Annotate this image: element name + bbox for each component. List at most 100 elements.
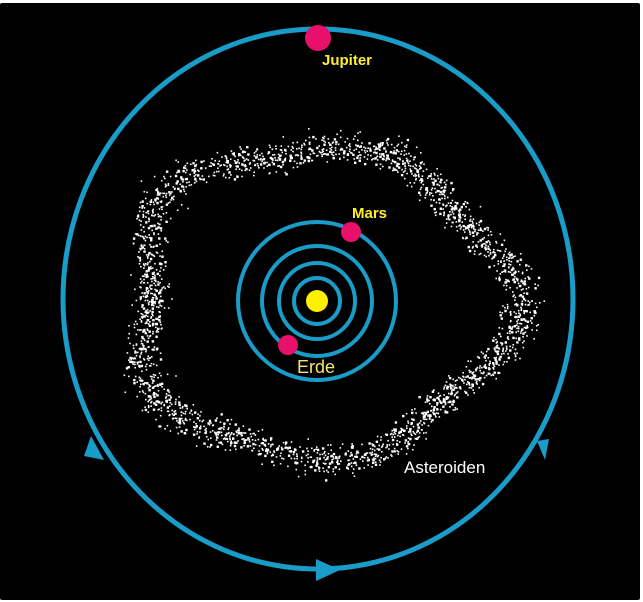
asteroid-dot xyxy=(132,363,134,365)
asteroid-dot xyxy=(512,279,514,281)
asteroid-dot xyxy=(363,146,365,148)
asteroid-dot xyxy=(243,165,246,167)
asteroid-dot xyxy=(317,154,319,157)
asteroid-dot xyxy=(405,144,408,146)
asteroid-dot xyxy=(150,401,152,404)
asteroid-dot xyxy=(187,207,189,210)
asteroid-dot xyxy=(151,229,153,232)
asteroid-dot xyxy=(152,210,154,213)
asteroid-dot xyxy=(501,271,503,273)
asteroid-dot xyxy=(471,376,474,379)
asteroid-dot xyxy=(485,244,487,247)
asteroid-dot xyxy=(165,397,167,399)
asteroid-dot xyxy=(152,201,155,203)
asteroid-dot xyxy=(147,406,150,409)
asteroid-dot xyxy=(300,151,302,154)
asteroid-dot xyxy=(451,389,453,392)
asteroid-dot xyxy=(164,183,167,186)
asteroid-dot xyxy=(159,274,161,277)
asteroid-dot xyxy=(493,371,496,374)
asteroid-dot xyxy=(139,248,142,251)
asteroid-dot xyxy=(209,446,211,448)
asteroid-dot xyxy=(418,435,421,438)
asteroid-dot xyxy=(156,329,158,332)
asteroid-dot xyxy=(351,152,353,155)
asteroid-dot xyxy=(174,403,177,405)
asteroid-dot xyxy=(158,306,160,309)
asteroid-dot xyxy=(391,159,394,161)
asteroid-dot xyxy=(437,177,440,180)
asteroid-dot xyxy=(253,159,256,162)
asteroid-dot xyxy=(388,448,390,450)
asteroid-dot xyxy=(468,224,470,227)
asteroid-dot xyxy=(444,384,447,387)
asteroid-dot xyxy=(292,150,294,153)
asteroid-dot xyxy=(361,142,363,144)
asteroid-dot xyxy=(281,151,283,154)
asteroid-dot xyxy=(412,418,415,421)
asteroid-dot xyxy=(477,378,480,381)
asteroid-dot xyxy=(477,232,479,234)
asteroid-dot xyxy=(473,392,475,394)
asteroid-dot xyxy=(434,179,437,182)
asteroid-dot xyxy=(211,424,214,427)
asteroid-dot xyxy=(409,160,411,162)
asteroid-dot xyxy=(165,192,168,195)
asteroid-dot xyxy=(229,158,232,160)
asteroid-dot xyxy=(445,218,448,220)
asteroid-dot xyxy=(350,451,352,454)
asteroid-dot xyxy=(308,141,311,144)
asteroid-dot xyxy=(178,403,181,407)
asteroid-dot xyxy=(321,447,325,450)
asteroid-dot xyxy=(171,413,174,415)
asteroid-dot xyxy=(167,307,170,309)
asteroid-dot xyxy=(229,163,231,166)
asteroid-dot xyxy=(137,310,139,313)
asteroid-dot xyxy=(465,236,468,239)
asteroid-dot xyxy=(280,446,283,449)
asteroid-dot xyxy=(426,189,428,191)
asteroid-dot xyxy=(180,430,183,433)
asteroid-dot xyxy=(467,381,469,383)
asteroid-dot xyxy=(433,207,436,211)
asteroid-dot xyxy=(434,211,436,214)
asteroid-dot xyxy=(280,145,283,147)
asteroid-dot xyxy=(492,368,495,370)
asteroid-dot xyxy=(275,456,278,458)
asteroid-dot xyxy=(157,376,159,379)
asteroid-dot xyxy=(159,200,162,203)
asteroid-dot xyxy=(288,446,291,449)
asteroid-dot xyxy=(467,382,471,385)
asteroid-dot xyxy=(472,235,474,237)
asteroid-dot xyxy=(487,372,490,375)
asteroid-dot xyxy=(221,427,223,429)
asteroid-dot xyxy=(506,337,509,339)
asteroid-dot xyxy=(354,461,356,464)
asteroid-dot xyxy=(443,394,445,396)
asteroid-dot xyxy=(487,251,489,253)
asteroid-dot xyxy=(405,425,408,427)
asteroid-dot xyxy=(297,475,300,478)
asteroid-dot xyxy=(160,262,163,266)
asteroid-dot xyxy=(143,244,146,247)
asteroid-dot xyxy=(316,452,319,454)
asteroid-dot xyxy=(216,151,219,154)
asteroid-dot xyxy=(510,253,513,256)
asteroid-dot xyxy=(156,385,158,387)
asteroid-dot xyxy=(479,205,482,208)
asteroid-dot xyxy=(210,165,212,167)
asteroid-dot xyxy=(413,158,415,161)
asteroid-dot xyxy=(248,439,250,441)
asteroid-dot xyxy=(273,464,275,467)
asteroid-dot xyxy=(485,240,488,244)
asteroid-dot xyxy=(334,466,337,469)
asteroid-dot xyxy=(372,145,375,148)
asteroid-dot xyxy=(405,453,408,455)
asteroid-dot xyxy=(489,360,491,363)
asteroid-dot xyxy=(196,433,198,435)
asteroid-dot xyxy=(138,262,141,265)
asteroid-dot xyxy=(228,431,230,434)
asteroid-dot xyxy=(470,360,472,363)
asteroid-dot xyxy=(233,152,235,154)
asteroid-dot xyxy=(140,180,143,182)
